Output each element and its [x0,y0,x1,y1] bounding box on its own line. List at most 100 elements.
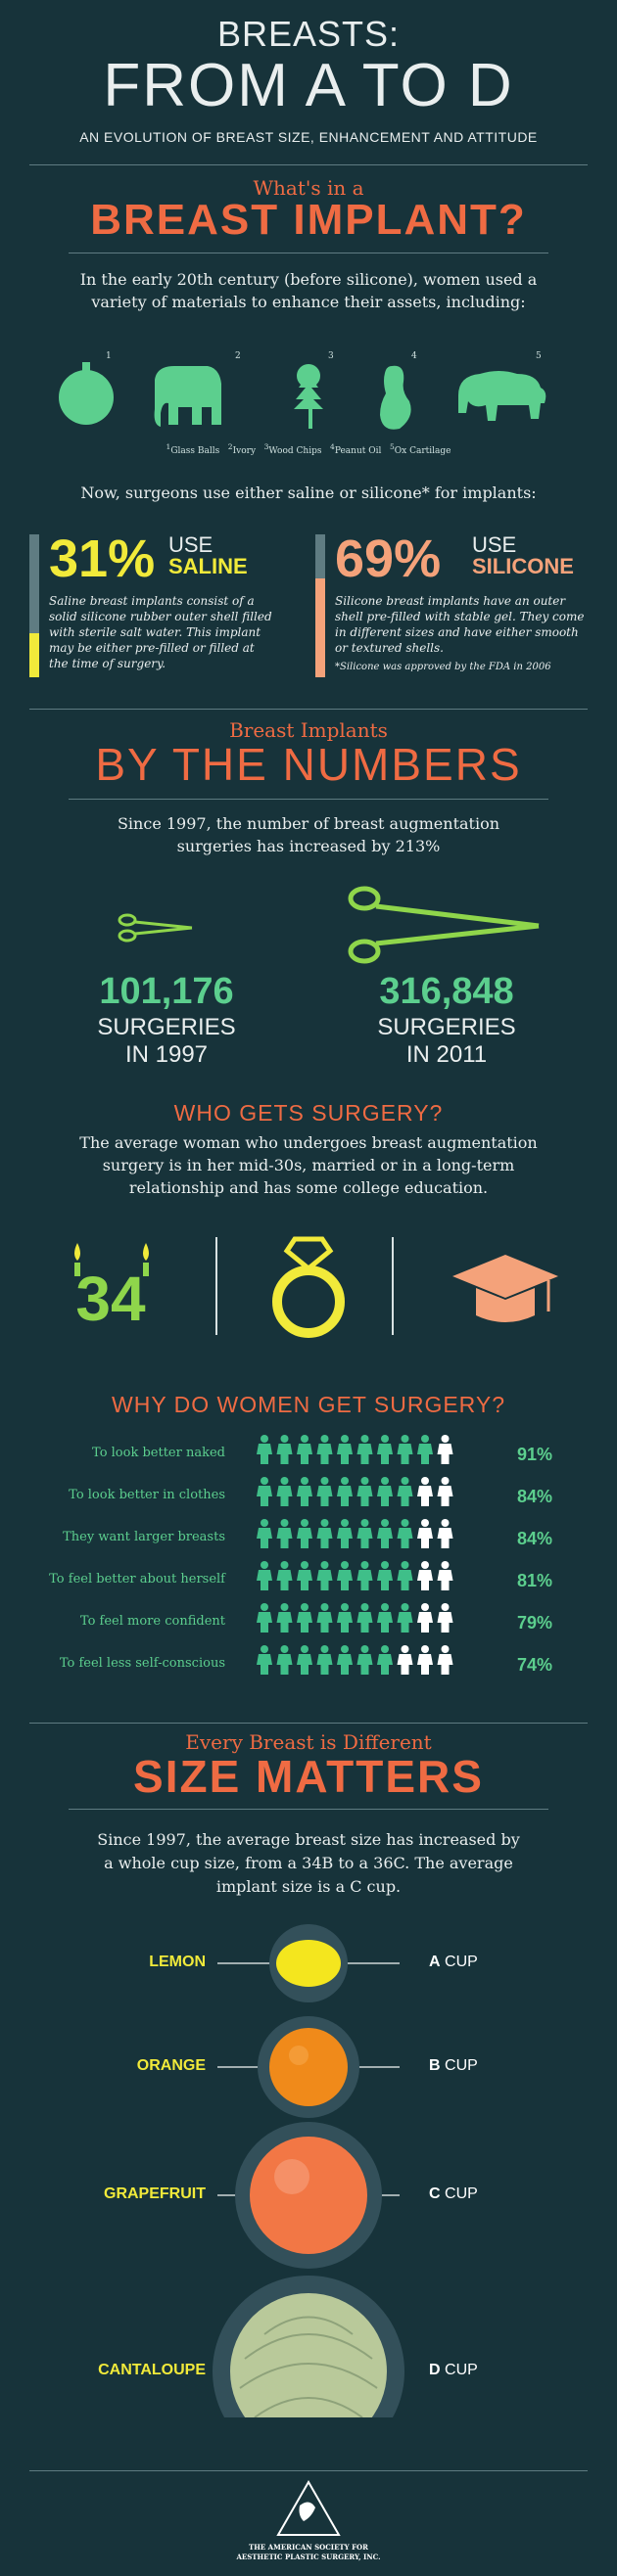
person-icon [257,1645,272,1675]
saline-pct: 31% [49,529,156,588]
silicone-bar-fill [315,578,325,677]
person-icon [297,1435,312,1464]
elephant-icon [154,366,221,427]
person-icon [257,1477,272,1506]
saline-label: SALINE [168,554,248,578]
person-icon [397,1519,413,1548]
person-icon [297,1561,312,1590]
person-icon [316,1645,333,1675]
candles-icon [74,1243,149,1276]
ball-icon [59,362,114,425]
reason-pct: 84% [517,1487,553,1506]
now-text: Now, surgeons use either saline or silic… [80,483,537,502]
who-divider [392,1237,394,1335]
header-line2: FROM A TO D [103,52,514,119]
person-icon [257,1561,272,1590]
who-title: WHO GETS SURGERY? [173,1100,444,1126]
person-icon [437,1519,453,1548]
reason-label: They want larger breasts [63,1530,225,1544]
reason-label: To look better in clothes [69,1488,225,1502]
person-icon [276,1435,293,1464]
small-forceps-icon [118,913,193,943]
lemon-icon [269,1924,348,2002]
footer-org: THE AMERICAN SOCIETY FOR AESTHETIC PLASTI… [236,2543,381,2561]
saline-bar-fill [29,632,39,677]
person-icon [337,1603,353,1633]
person-icon [316,1561,333,1590]
person-icon [417,1519,433,1548]
divider [29,709,588,710]
person-icon [337,1435,353,1464]
caption-glass: 1Glass Balls [166,442,220,456]
person-icon [417,1477,433,1506]
svg-text:1: 1 [106,351,112,361]
saline-use: USE [168,532,214,557]
scissors-icons [118,886,540,964]
grapefruit-icon [235,2122,382,2269]
person-icon [276,1603,293,1633]
fruit-label-orange: ORANGE [136,2057,206,2074]
tree-icon [294,364,323,429]
person-icon [417,1645,433,1675]
person-icon [337,1519,353,1548]
person-icon [356,1645,373,1675]
implant-kicker: What's in a [253,176,364,200]
person-icon [377,1603,393,1633]
person-icon [417,1603,433,1633]
person-icon [356,1561,373,1590]
who-divider [215,1237,217,1335]
fruit-illustrations [213,1924,404,2417]
person-icon [377,1477,393,1506]
person-icon [297,1603,312,1633]
materials-icons: 1 2 3 4 5 [59,351,546,430]
person-icon [417,1435,433,1464]
reasons-people-chart [257,1435,453,1675]
reason-pct: 79% [517,1613,553,1633]
caption-ivory: 2Ivory [227,442,257,456]
surgeries-1997-label: SURGERIES IN 1997 [97,1014,236,1068]
silicone-bar [315,534,325,677]
numbers-kicker: Breast Implants [229,718,388,742]
numbers-title: BY THE NUMBERS [95,739,522,790]
person-icon [397,1435,413,1464]
person-icon [257,1435,272,1464]
person-icon [397,1561,413,1590]
person-icon [276,1519,293,1548]
size-intro: Since 1997, the average breast size has … [97,1830,520,1896]
size-kicker: Every Breast is Different [185,1730,432,1754]
person-icon [297,1645,312,1675]
person-icon [356,1519,373,1548]
reason-pct: 74% [517,1655,553,1675]
divider [29,1723,588,1724]
person-icon [297,1519,312,1548]
fruit-label-lemon: LEMON [149,1954,206,1970]
large-forceps-icon [348,886,540,964]
size-title: SIZE MATTERS [133,1751,484,1802]
person-icon [417,1561,433,1590]
surgeries-2011-label: SURGERIES IN 2011 [377,1014,516,1068]
person-icon [356,1435,373,1464]
person-icon [257,1519,272,1548]
age-value: 34 [75,1264,146,1334]
person-icon [397,1603,413,1633]
graduation-cap-icon [452,1255,558,1322]
person-icon [316,1477,333,1506]
cup-label-d: D CUP [429,2362,478,2378]
person-icon [276,1477,293,1506]
person-icon [377,1645,393,1675]
person-icon [437,1435,453,1464]
person-icon [356,1477,373,1506]
person-icon [316,1519,333,1548]
silicone-use: USE [472,532,517,557]
divider [29,164,588,165]
divider [29,2470,588,2471]
silicone-pct: 69% [335,529,442,588]
numbers-intro: Since 1997, the number of breast augment… [117,814,500,855]
person-icon [276,1645,293,1675]
implant-intro: In the early 20th century (before silico… [79,270,538,311]
saline-bar [29,534,39,677]
surgeries-2011-value: 316,848 [379,971,514,1012]
svg-text:5: 5 [536,351,542,361]
reason-label: To look better naked [92,1446,225,1460]
bison-icon [458,371,546,421]
